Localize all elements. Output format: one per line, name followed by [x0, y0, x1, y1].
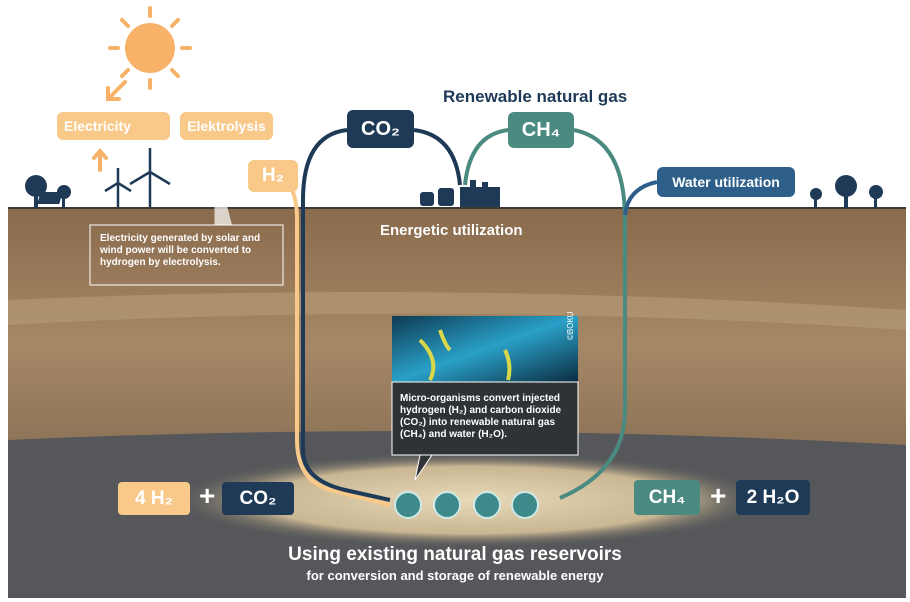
microscope-photo [392, 316, 578, 382]
co2-box: CO₂ [347, 110, 414, 148]
photo-credit: ©BOKU [566, 311, 575, 340]
equation-term: 2 H₂O [736, 480, 810, 515]
footer-title: Using existing natural gas reservoirs [0, 544, 910, 566]
equation-text: CO₂ [240, 488, 277, 510]
ch4-label: CH₄ [522, 119, 560, 142]
equation-text: 4 H₂ [135, 488, 173, 510]
footer-subtitle: for conversion and storage of renewable … [0, 568, 910, 583]
electricity-box: Electricity [57, 112, 170, 140]
microbes-note: Micro-organisms convert injected hydroge… [400, 393, 572, 441]
title: Renewable natural gas [443, 87, 627, 107]
equation-text: CH₄ [649, 487, 686, 509]
wind-turbines [105, 148, 170, 207]
electricity-label: Electricity [64, 118, 131, 134]
equation-text: 2 H₂O [747, 487, 800, 509]
sun [94, 8, 190, 170]
equation-term: CO₂ [222, 482, 294, 515]
hydrogen-box: H₂ [248, 160, 298, 192]
hydrogen-label: H₂ [262, 165, 284, 187]
co2-label: CO₂ [361, 118, 400, 141]
equation-term: CH₄ [634, 480, 700, 515]
energetic-label: Energetic utilization [380, 222, 523, 239]
infographic: Renewable natural gas Electricity Elektr… [0, 0, 910, 602]
equation-plus: + [710, 480, 726, 512]
electrolysis-label: Elektrolysis [187, 118, 266, 134]
ch4-box: CH₄ [508, 112, 574, 148]
note-pointer [215, 160, 232, 225]
solar-panel [37, 192, 62, 204]
water-box: Water utilization [657, 167, 795, 197]
electrolysis-note: Electricity generated by solar and wind … [100, 233, 280, 269]
equation-term: 4 H₂ [118, 482, 190, 515]
equation-plus: + [199, 480, 215, 512]
water-label: Water utilization [672, 174, 780, 190]
electrolysis-box: Elektrolysis [180, 112, 273, 140]
